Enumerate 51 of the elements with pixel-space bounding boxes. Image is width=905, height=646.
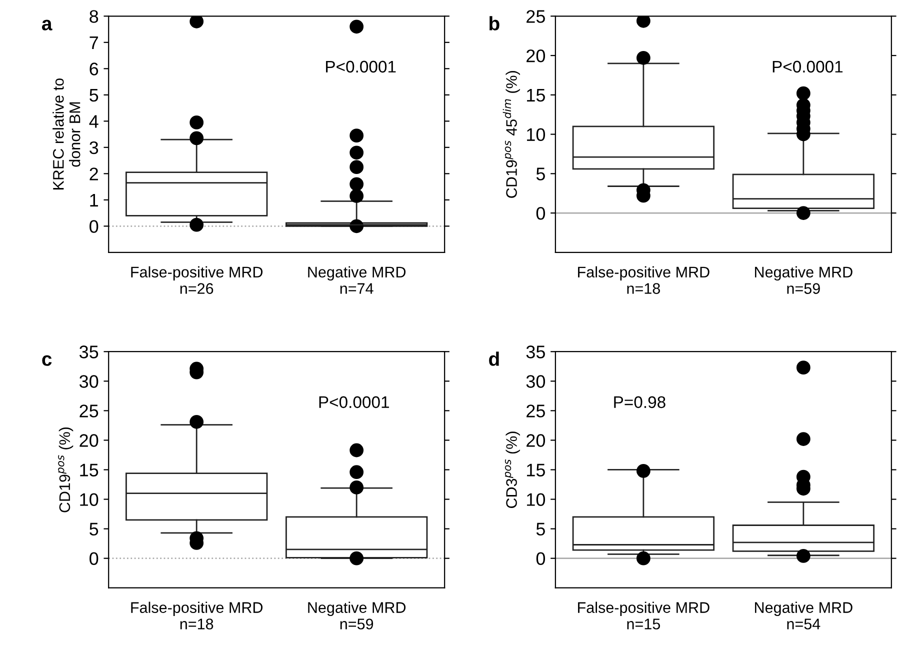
y-tick-label: 3 (90, 141, 98, 154)
y-tick-label: 0 (90, 552, 98, 566)
y-axis-title: KREC relative to donor BM (52, 78, 80, 190)
y-tick-label: 15 (527, 464, 545, 476)
y-tick-label: 6 (90, 62, 98, 76)
y-tick-label: 35 (79, 346, 98, 358)
y-tick-label: 35 (526, 346, 545, 358)
annotation: P<0.0001 (326, 60, 396, 73)
chart-title: a (42, 20, 52, 30)
y-tick-label: 5 (536, 522, 545, 536)
annotation: P<0.0001 (772, 60, 843, 73)
y-tick-label: 0 (90, 220, 98, 233)
y-tick-label: 25 (80, 404, 98, 418)
x-tick-label: False-positive MRD n=15 (578, 602, 710, 630)
x-tick-label: Negative MRD n=59 (755, 266, 852, 294)
y-tick-label: 20 (526, 49, 546, 62)
y-tick-label: 30 (79, 375, 98, 388)
y-tick-label: 2 (90, 168, 98, 180)
y-tick-label: 8 (90, 10, 98, 23)
annotation: P<0.0001 (319, 396, 389, 408)
y-tick-label: 25 (526, 404, 545, 418)
y-tick-label: 5 (90, 522, 98, 536)
chart-title: c (42, 355, 52, 366)
y-tick-label: 10 (527, 128, 546, 141)
x-tick-label: False-positive MRD n=18 (131, 602, 263, 630)
x-tick-label: Negative MRD n=59 (308, 602, 406, 630)
y-tick-label: 1 (90, 194, 98, 206)
y-tick-label: 20 (80, 434, 98, 447)
y-tick-label: 4 (89, 115, 98, 128)
y-axis-title: CD19$^{pos}$ 45$^{dim}$ (%) (502, 71, 520, 198)
y-axis-title: CD3$^{pos}$ (%) (504, 432, 520, 508)
y-tick-label: 5 (536, 168, 545, 180)
y-tick-label: 15 (527, 89, 545, 102)
y-tick-label: 0 (536, 552, 546, 566)
y-tick-label: 7 (90, 36, 98, 49)
chart-title: d (489, 352, 499, 366)
x-tick-label: Negative MRD n=74 (308, 266, 406, 294)
annotation: P=0.98 (614, 396, 666, 408)
x-tick-label: False-positive MRD n=26 (131, 266, 263, 294)
y-tick-label: 20 (526, 434, 546, 447)
x-tick-label: False-positive MRD n=18 (578, 266, 710, 294)
y-tick-label: 10 (80, 493, 98, 506)
x-tick-label: Negative MRD n=54 (755, 602, 852, 630)
y-axis-title: CD19$^{pos}$ (%) (58, 427, 74, 512)
y-tick-label: 10 (527, 493, 546, 506)
y-tick-label: 0 (536, 206, 546, 220)
y-tick-label: 30 (526, 375, 546, 388)
y-tick-label: 25 (526, 10, 545, 23)
y-tick-label: 15 (80, 464, 98, 476)
chart-title: b (490, 16, 500, 30)
y-tick-label: 5 (90, 89, 98, 102)
